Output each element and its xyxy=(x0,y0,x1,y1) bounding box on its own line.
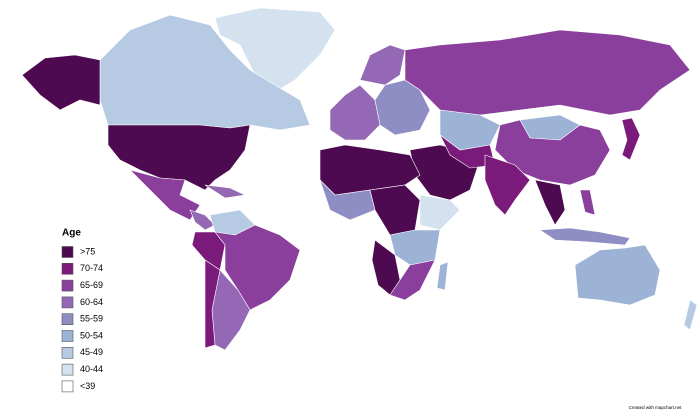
brazil xyxy=(214,224,301,311)
horn-of-africa xyxy=(419,194,461,231)
southeast-asia xyxy=(534,179,566,226)
legend-title: Age xyxy=(62,228,81,239)
legend-label: 65-69 xyxy=(80,280,103,290)
scandinavia xyxy=(359,44,406,86)
legend-label: <39 xyxy=(80,381,95,391)
mexico xyxy=(128,169,201,221)
legend-swatch xyxy=(61,246,74,258)
legend-swatch xyxy=(61,296,74,309)
legend-label: 70-74 xyxy=(80,263,103,273)
legend-label: 60-64 xyxy=(80,297,103,307)
legend: >75 70-74 65-69 60-64 55-59 50-54 45-49 40-44 <3… xyxy=(61,246,103,393)
legend-swatch xyxy=(61,380,74,393)
indonesia xyxy=(539,227,631,246)
philippines xyxy=(579,189,596,216)
legend-label: 45-49 xyxy=(80,347,103,357)
central-america xyxy=(189,209,216,231)
india xyxy=(484,154,531,216)
legend-swatch xyxy=(61,279,74,292)
legend-swatch xyxy=(61,346,74,359)
alaska xyxy=(21,54,101,111)
legend-label: 50-54 xyxy=(80,330,103,340)
credit: Created with mapchart.net xyxy=(629,405,683,410)
legend-swatch xyxy=(61,262,74,275)
eastern-europe xyxy=(374,79,431,136)
australia xyxy=(574,244,661,306)
countries xyxy=(21,7,698,351)
legend-label: >75 xyxy=(80,246,95,256)
japan xyxy=(621,117,641,161)
madagascar xyxy=(436,261,449,291)
legend-label: 40-44 xyxy=(80,364,103,374)
legend-swatch xyxy=(61,313,74,326)
east-africa xyxy=(389,229,441,266)
legend-swatch xyxy=(61,363,74,376)
greenland xyxy=(214,7,336,96)
usa xyxy=(107,124,251,191)
new-zealand xyxy=(683,299,698,331)
russia xyxy=(404,29,691,116)
caribbean xyxy=(204,184,247,199)
south-africa xyxy=(389,259,436,301)
central-africa xyxy=(369,184,421,236)
chile xyxy=(204,259,221,349)
legend-label: 55-59 xyxy=(80,314,103,324)
western-europe xyxy=(329,84,381,141)
legend-swatch xyxy=(61,330,74,342)
